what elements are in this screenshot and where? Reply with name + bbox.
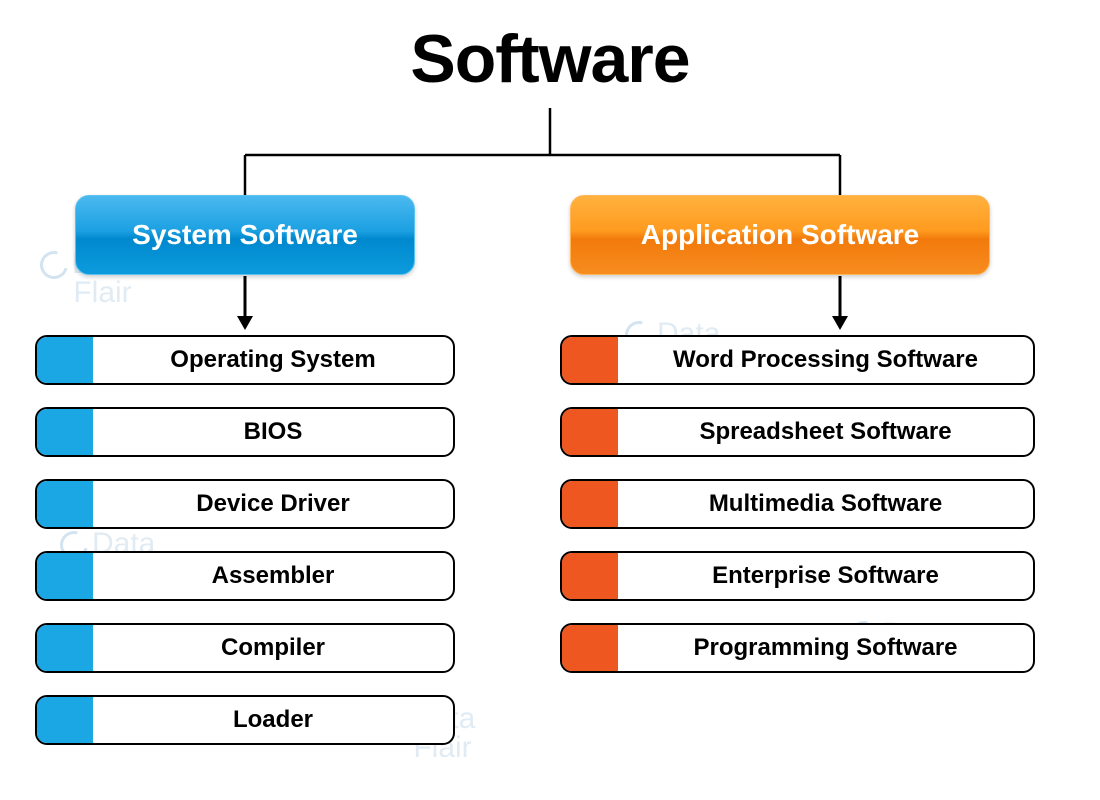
- list-item: Compiler: [35, 623, 455, 673]
- item-accent: [37, 337, 93, 383]
- item-label: Enterprise Software: [618, 553, 1033, 599]
- system-software-category: System Software: [75, 195, 415, 275]
- item-accent: [37, 625, 93, 671]
- list-item: Spreadsheet Software: [560, 407, 1035, 457]
- application-software-category: Application Software: [570, 195, 990, 275]
- item-accent: [562, 553, 618, 599]
- application-items-list: Word Processing Software Spreadsheet Sof…: [560, 335, 1035, 673]
- item-label: Assembler: [93, 553, 453, 599]
- item-accent: [37, 697, 93, 743]
- list-item: Programming Software: [560, 623, 1035, 673]
- item-label: Word Processing Software: [618, 337, 1033, 383]
- item-accent: [562, 481, 618, 527]
- system-items-list: Operating System BIOS Device Driver Asse…: [35, 335, 455, 745]
- item-label: Device Driver: [93, 481, 453, 527]
- item-accent: [562, 625, 618, 671]
- item-label: Loader: [93, 697, 453, 743]
- item-label: Spreadsheet Software: [618, 409, 1033, 455]
- item-accent: [562, 337, 618, 383]
- item-accent: [37, 481, 93, 527]
- list-item: Loader: [35, 695, 455, 745]
- list-item: BIOS: [35, 407, 455, 457]
- list-item: Enterprise Software: [560, 551, 1035, 601]
- diagram-title: Software: [410, 20, 689, 98]
- software-hierarchy-diagram: Software Data Flair Data Flair Data Flai…: [0, 0, 1100, 800]
- list-item: Assembler: [35, 551, 455, 601]
- item-label: Programming Software: [618, 625, 1033, 671]
- item-label: Operating System: [93, 337, 453, 383]
- item-accent: [562, 409, 618, 455]
- item-label: Compiler: [93, 625, 453, 671]
- item-label: BIOS: [93, 409, 453, 455]
- list-item: Operating System: [35, 335, 455, 385]
- item-label: Multimedia Software: [618, 481, 1033, 527]
- list-item: Multimedia Software: [560, 479, 1035, 529]
- item-accent: [37, 409, 93, 455]
- item-accent: [37, 553, 93, 599]
- category-label: Application Software: [641, 219, 919, 251]
- category-label: System Software: [132, 219, 358, 251]
- list-item: Word Processing Software: [560, 335, 1035, 385]
- list-item: Device Driver: [35, 479, 455, 529]
